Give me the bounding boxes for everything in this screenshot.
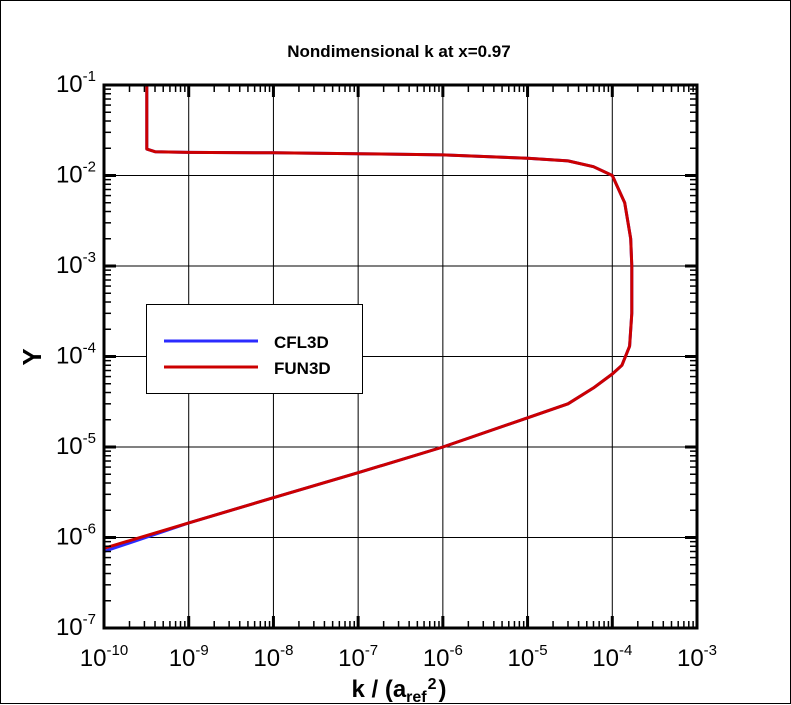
y-axis-label: Y <box>17 348 47 365</box>
y-tick-label: 10-3 <box>56 249 96 279</box>
x-label-sub: ref <box>406 689 427 705</box>
tick-base: 10 <box>423 645 450 672</box>
x-tick-label: 10-8 <box>253 642 293 672</box>
y-tick-label: 10-7 <box>56 611 96 641</box>
legend-box <box>146 304 363 394</box>
tick-exponent: -7 <box>365 642 378 659</box>
x-tick-label: 10-7 <box>338 642 378 672</box>
x-tick-label: 10-5 <box>508 642 548 672</box>
x-tick-label: 10-6 <box>423 642 463 672</box>
x-tick-label: 10-4 <box>592 642 632 672</box>
legend: CFL3D FUN3D <box>146 304 363 394</box>
x-label-main: k / (a <box>351 676 406 703</box>
legend-label-cfl3d: CFL3D <box>274 333 329 352</box>
tick-labels: 10-10 10-9 10-8 10-7 10-6 10-5 10-4 10-310-710-… <box>56 68 717 672</box>
tick-base: 10 <box>169 645 196 672</box>
tick-exponent: -9 <box>195 642 208 659</box>
x-label-sup: 2 <box>428 676 437 693</box>
x-tick-label: 10-9 <box>169 642 209 672</box>
chart-title: Nondimensional k at x=0.97 <box>287 42 510 61</box>
tick-exponent: -5 <box>83 430 96 447</box>
tick-exponent: -6 <box>83 521 96 538</box>
tick-exponent: -4 <box>83 340 96 357</box>
tick-base: 10 <box>56 524 83 551</box>
tick-exponent: -6 <box>450 642 463 659</box>
tick-exponent: -1 <box>83 68 96 85</box>
tick-base: 10 <box>56 162 83 189</box>
y-tick-label: 10-5 <box>56 430 96 460</box>
tick-base: 10 <box>56 343 83 370</box>
tick-base: 10 <box>56 71 83 98</box>
series-line-fun3d <box>103 85 634 550</box>
x-tick-label: 10-10 <box>80 642 128 672</box>
tick-base: 10 <box>592 645 619 672</box>
legend-label-fun3d: FUN3D <box>274 359 331 378</box>
tick-exponent: -3 <box>704 642 717 659</box>
y-tick-label: 10-6 <box>56 521 96 551</box>
tick-base: 10 <box>80 645 107 672</box>
tick-base: 10 <box>56 614 83 641</box>
series-group <box>103 85 634 553</box>
y-tick-label: 10-1 <box>56 68 96 98</box>
x-tick-label: 10-3 <box>677 642 717 672</box>
tick-exponent: -8 <box>280 642 293 659</box>
axes <box>102 83 699 630</box>
tick-base: 10 <box>508 645 535 672</box>
tick-base: 10 <box>56 252 83 279</box>
x-axis-label: k / (aref2) <box>351 676 446 705</box>
tick-exponent: -7 <box>83 611 96 628</box>
tick-base: 10 <box>56 433 83 460</box>
tick-base: 10 <box>338 645 365 672</box>
tick-exponent: -4 <box>619 642 632 659</box>
tick-base: 10 <box>677 645 704 672</box>
tick-exponent: -3 <box>83 249 96 266</box>
tick-base: 10 <box>253 645 280 672</box>
tick-exponent: -2 <box>83 159 96 176</box>
tick-exponent: -5 <box>534 642 547 659</box>
y-tick-label: 10-4 <box>56 340 96 370</box>
x-label-close: ) <box>439 676 447 703</box>
y-tick-label: 10-2 <box>56 159 96 189</box>
tick-exponent: -10 <box>107 642 129 659</box>
